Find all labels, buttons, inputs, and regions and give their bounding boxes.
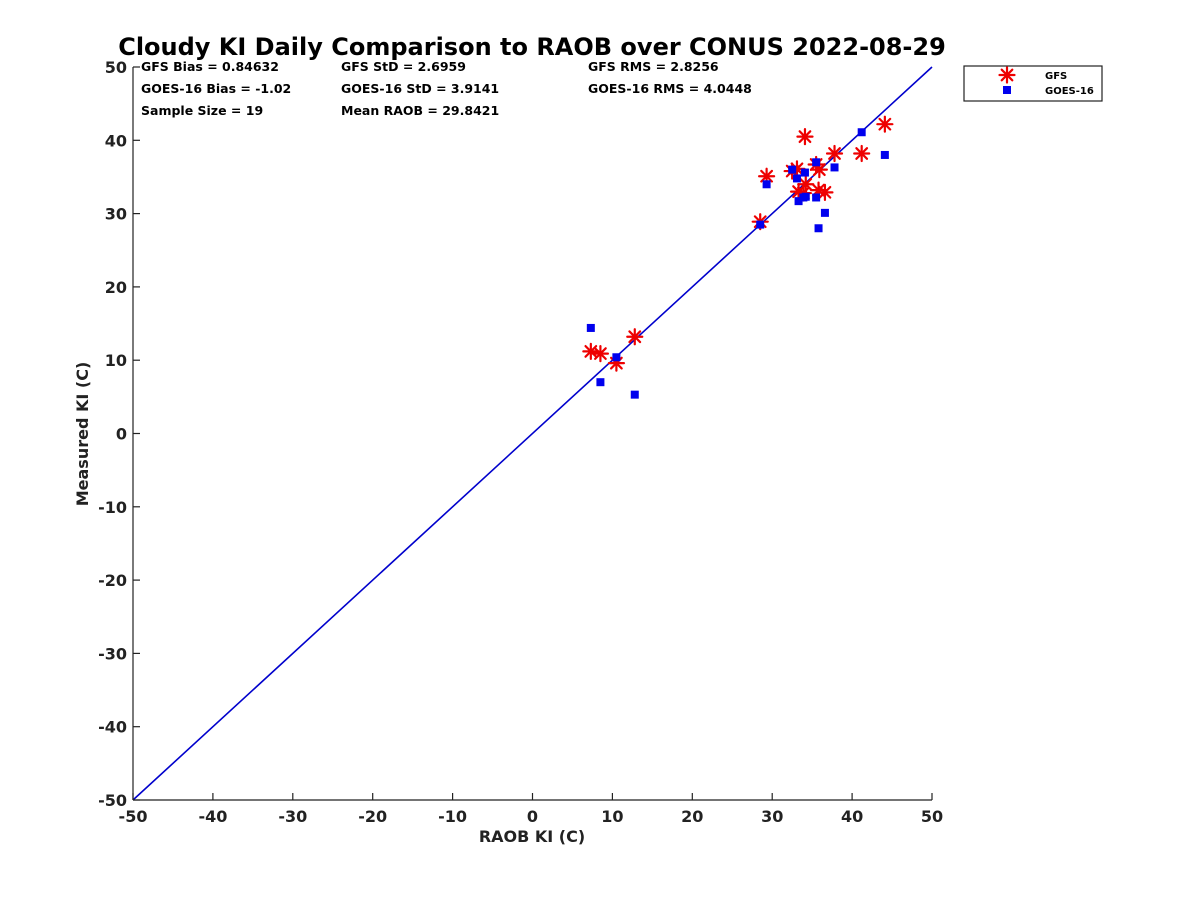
y-tick-label: 50 xyxy=(105,58,127,77)
x-tick-label: -40 xyxy=(198,807,227,826)
goes16-point xyxy=(792,174,801,183)
x-axis-label: RAOB KI (C) xyxy=(479,827,585,846)
y-tick-label: 30 xyxy=(105,205,127,224)
x-tick-label: 50 xyxy=(921,807,943,826)
x-tick-label: 40 xyxy=(841,807,863,826)
y-tick-label: 20 xyxy=(105,278,127,297)
goes16-point xyxy=(756,220,765,229)
plot-area xyxy=(132,66,933,801)
goes16-point xyxy=(762,180,771,189)
legend-goes16-label: GOES-16 xyxy=(1045,86,1094,97)
goes-std-text: GOES-16 StD = 3.9141 xyxy=(341,81,499,96)
gfs-point xyxy=(853,144,871,163)
goes16-point xyxy=(801,192,810,201)
goes16-point xyxy=(812,193,821,202)
goes16-point xyxy=(630,390,639,399)
gfs-bias-text: GFS Bias = 0.84632 xyxy=(141,59,279,74)
gfs-point xyxy=(591,345,610,363)
x-tick-label: -50 xyxy=(119,807,148,826)
goes16-point xyxy=(814,224,823,233)
legend-gfs-marker xyxy=(998,66,1016,84)
gfs-point xyxy=(825,144,844,163)
y-tick-label: 40 xyxy=(105,131,127,150)
legend-box xyxy=(963,65,1103,102)
x-tick-label: -10 xyxy=(438,807,467,826)
chart-title: Cloudy KI Daily Comparison to RAOB over … xyxy=(118,33,946,61)
mean-raob-text: Mean RAOB = 29.8421 xyxy=(341,103,499,118)
y-tick-label: 0 xyxy=(116,425,127,444)
y-tick-label: -40 xyxy=(98,718,127,737)
legend-gfs-label: GFS xyxy=(1045,71,1067,82)
x-tick-label: 30 xyxy=(761,807,783,826)
x-tick-label: -20 xyxy=(358,807,387,826)
x-tick-label: -30 xyxy=(278,807,307,826)
legend: GFS GOES-16 xyxy=(963,65,1103,102)
sample-size-text: Sample Size = 19 xyxy=(141,103,263,118)
gfs-point xyxy=(796,128,814,146)
goes16-point xyxy=(820,208,829,217)
x-tick-label: 0 xyxy=(527,807,538,826)
legend-goes16-marker xyxy=(1003,86,1011,94)
x-tick-label: 10 xyxy=(601,807,623,826)
legend-gfs-asterisk xyxy=(998,66,1016,84)
y-tick-label: 10 xyxy=(105,351,127,370)
gfs-point xyxy=(797,175,815,193)
gfs-rms-text: GFS RMS = 2.8256 xyxy=(588,59,719,74)
gfs-point xyxy=(582,342,600,361)
goes16-point xyxy=(788,165,797,174)
goes16-point xyxy=(586,323,595,332)
goes16-point xyxy=(812,158,821,167)
goes16-point xyxy=(612,353,621,362)
goes16-point xyxy=(800,168,809,177)
y-tick-label: -10 xyxy=(98,498,127,517)
x-tick-label: 20 xyxy=(681,807,703,826)
y-ticks: -50 -40 -30 -20 -10 0 10 20 30 40 50 xyxy=(98,58,140,810)
y-axis-label: Measured KI (C) xyxy=(73,362,92,507)
y-tick-label: -20 xyxy=(98,571,127,590)
gfs-point xyxy=(626,328,644,346)
gfs-std-text: GFS StD = 2.6959 xyxy=(341,59,466,74)
statistics-annotations: GFS Bias = 0.84632 GFS StD = 2.6959 GFS … xyxy=(141,59,752,118)
goes16-point xyxy=(880,150,889,159)
x-ticks: -50 -40 -30 -20 -10 0 10 20 30 40 50 xyxy=(119,793,943,826)
axes: -50 -40 -30 -20 -10 0 10 20 30 40 50 -50-40-30-20-… xyxy=(98,58,943,826)
goes16-series xyxy=(586,128,889,399)
y-tick-label: -50 xyxy=(98,791,127,810)
goes16-point xyxy=(794,197,803,206)
goes-bias-text: GOES-16 Bias = -1.02 xyxy=(141,81,291,96)
goes-rms-text: GOES-16 RMS = 4.0448 xyxy=(588,81,752,96)
goes16-point xyxy=(596,378,605,387)
gfs-point xyxy=(876,115,894,133)
goes16-point xyxy=(830,163,839,172)
gfs-point xyxy=(816,183,834,201)
y-tick-label: -30 xyxy=(98,644,127,663)
goes16-point xyxy=(857,128,866,137)
